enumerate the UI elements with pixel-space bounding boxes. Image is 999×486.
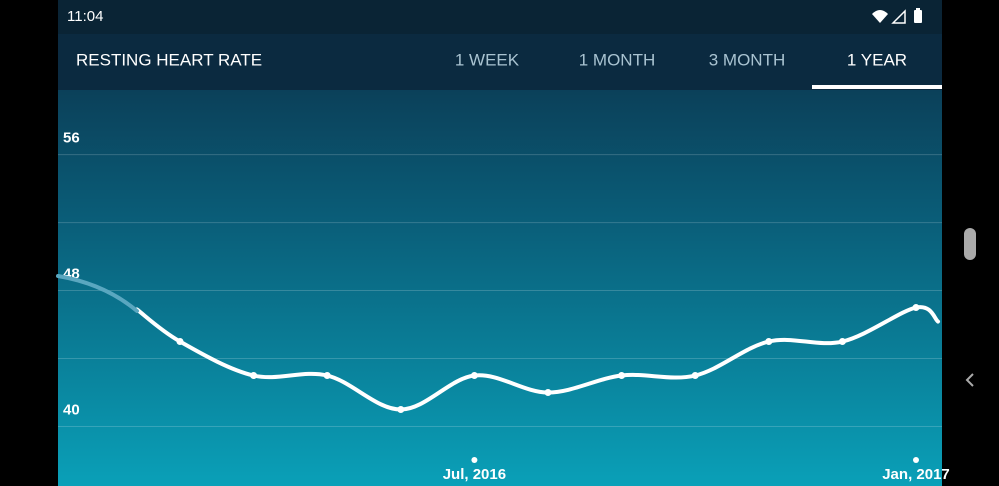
page-title: RESTING HEART RATE (76, 50, 262, 69)
tab-underline (812, 85, 942, 89)
header-bar (58, 34, 942, 90)
point (323, 372, 331, 380)
signal-icon (891, 9, 906, 24)
point (912, 304, 920, 312)
point (397, 406, 405, 414)
wifi-icon (872, 10, 888, 23)
scroll-handle[interactable] (964, 228, 976, 260)
status-time: 11:04 (67, 8, 103, 25)
tab[interactable]: 3 MONTH (709, 50, 786, 69)
tab[interactable]: 1 YEAR (847, 50, 907, 69)
x-tick-dot (471, 457, 478, 463)
status-bar (58, 0, 942, 34)
point (176, 338, 184, 346)
point (250, 372, 258, 380)
point (838, 338, 846, 346)
battery-icon (914, 10, 922, 23)
tabs: 1 WEEK 1 MONTH 3 MONTH 1 YEAR (455, 50, 942, 89)
point (618, 372, 626, 380)
x-tick-dot (913, 457, 919, 463)
back-button[interactable] (965, 373, 974, 387)
tab[interactable]: 1 MONTH (579, 50, 656, 69)
line-tail-faded (56, 274, 139, 313)
x-tick-label: Jul, 2016 (443, 466, 506, 483)
point (470, 372, 478, 380)
x-tick-label: Jan, 2017 (882, 466, 950, 483)
point (544, 389, 552, 397)
y-tick-label: 56 (63, 130, 80, 147)
point (765, 338, 773, 346)
tab[interactable]: 1 WEEK (455, 50, 520, 69)
y-tick-label: 40 (63, 401, 80, 418)
point (691, 372, 699, 380)
battery-tip (916, 8, 920, 10)
